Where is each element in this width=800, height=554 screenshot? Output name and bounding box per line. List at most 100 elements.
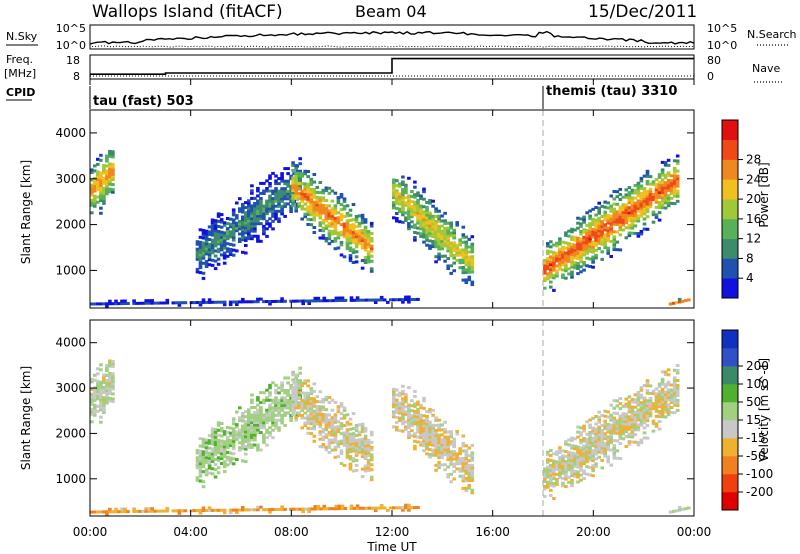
- power-cell: [621, 195, 626, 199]
- velocity-cell: [312, 402, 317, 406]
- power-cell: [339, 253, 344, 257]
- velocity-cell: [618, 397, 623, 401]
- velocity-cell: [355, 506, 360, 510]
- noise-sky-trace: [89, 30, 695, 45]
- velocity-cell: [645, 384, 650, 388]
- velocity-cell: [333, 413, 338, 417]
- velocity-cell: [657, 390, 662, 394]
- power-cell: [195, 267, 200, 271]
- velocity-cell: [235, 508, 239, 512]
- power-cell: [576, 272, 580, 276]
- velocity-cell: [111, 392, 115, 396]
- power-cell: [558, 240, 562, 243]
- power-cell: [348, 233, 353, 237]
- power-cell: [303, 172, 307, 176]
- power-cell: [204, 252, 209, 256]
- power-cell: [597, 231, 601, 235]
- velocity-cell: [201, 509, 206, 512]
- power-cell: [306, 217, 310, 221]
- power-cell: [561, 253, 565, 257]
- power-cell: [99, 173, 103, 177]
- power-cell: [222, 239, 227, 242]
- power-cell: [645, 207, 650, 211]
- colorbar-frame: [721, 119, 739, 299]
- velocity-cell: [291, 408, 295, 412]
- power-cell: [612, 202, 617, 206]
- power-cell: [446, 244, 450, 248]
- velocity-cell: [297, 413, 301, 417]
- colorbar-tick-label: 28: [746, 153, 761, 167]
- velocity-cell: [663, 405, 668, 409]
- velocity-cell: [675, 369, 680, 372]
- velocity-cell: [351, 447, 356, 450]
- power-cell: [666, 196, 671, 200]
- power-cell: [210, 251, 215, 255]
- velocity-cell: [363, 434, 368, 438]
- power-cell: [256, 217, 260, 221]
- power-cell: [558, 252, 562, 256]
- velocity-cell: [660, 382, 665, 386]
- velocity-cell: [425, 452, 429, 456]
- velocity-cell: [363, 437, 368, 441]
- velocity-cell: [449, 480, 453, 484]
- power-cell: [449, 241, 453, 245]
- power-cell: [96, 170, 100, 174]
- power-cell: [636, 232, 641, 236]
- velocity-cell: [594, 444, 598, 448]
- power-cell: [639, 184, 644, 188]
- power-cell: [464, 243, 469, 247]
- velocity-cell: [277, 411, 281, 415]
- velocity-cell: [576, 425, 580, 429]
- colorbar-tick-label: 12: [746, 232, 761, 246]
- velocity-cell: [147, 507, 151, 511]
- velocity-cell: [564, 462, 568, 466]
- power-cell: [289, 177, 293, 181]
- power-cell: [354, 245, 359, 249]
- velocity-cell: [579, 451, 583, 455]
- velocity-cell: [198, 449, 203, 453]
- velocity-cell: [464, 469, 469, 473]
- power-cell: [345, 204, 350, 208]
- velocity-cell: [663, 383, 668, 387]
- velocity-cell: [624, 422, 629, 426]
- power-cell: [321, 206, 326, 210]
- velocity-cell: [446, 438, 450, 441]
- power-cell: [315, 208, 320, 212]
- velocity-cell: [312, 382, 317, 386]
- power-cell: [321, 188, 326, 192]
- velocity-cell: [210, 434, 215, 438]
- velocity-cell: [404, 395, 408, 399]
- power-cell: [422, 210, 426, 214]
- power-cell: [213, 244, 218, 248]
- velocity-cell: [309, 402, 314, 406]
- power-cell: [654, 190, 659, 194]
- power-cell: [366, 230, 371, 234]
- power-cell: [366, 250, 371, 254]
- velocity-cell: [582, 439, 586, 443]
- power-cell: [345, 244, 350, 248]
- velocity-cell: [428, 410, 432, 414]
- power-cell: [102, 171, 106, 175]
- power-cell: [425, 236, 429, 240]
- velocity-cell: [277, 408, 281, 412]
- power-cell: [449, 254, 453, 258]
- velocity-cell: [307, 510, 311, 513]
- power-cell: [579, 237, 583, 241]
- velocity-cell: [392, 392, 396, 396]
- power-cell: [289, 299, 293, 303]
- velocity-cell: [594, 457, 598, 461]
- velocity-cell: [674, 509, 679, 513]
- velocity-cell: [357, 433, 362, 437]
- power-cell: [309, 198, 314, 201]
- power-cell: [606, 236, 610, 240]
- power-cell: [336, 246, 341, 250]
- power-cell: [470, 260, 475, 264]
- power-cell: [603, 243, 607, 247]
- velocity-cell: [363, 469, 368, 473]
- velocity-cell: [253, 433, 257, 437]
- velocity-cell: [452, 462, 456, 466]
- power-cell: [327, 186, 332, 190]
- velocity-cell: [591, 459, 595, 463]
- power-cell: [111, 183, 115, 187]
- power-cell: [297, 182, 301, 185]
